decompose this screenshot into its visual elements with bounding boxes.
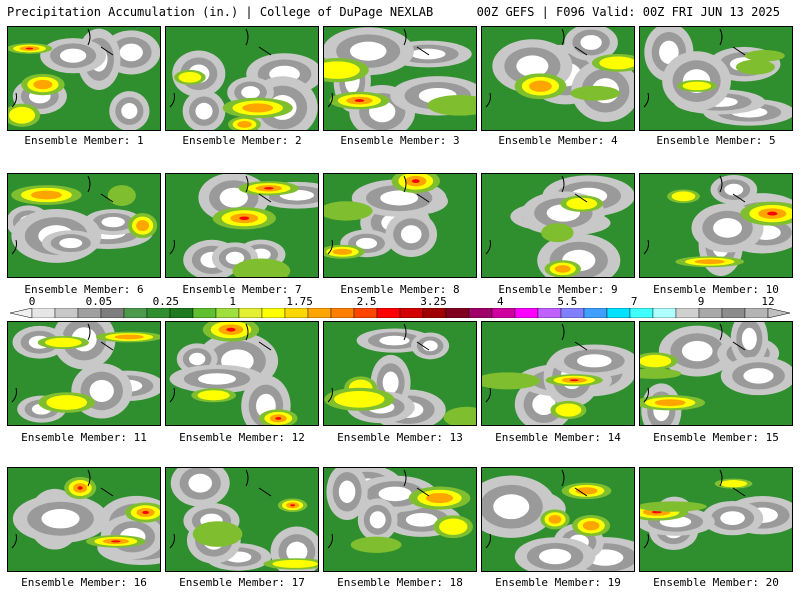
colorbar-tick-label: 9 xyxy=(697,295,705,308)
ensemble-member-label: Ensemble Member: 10 xyxy=(653,283,779,296)
colorbar: 0 0.05 0.25 1 1.75 2.5 3.25 4 5.5 7 9 12 xyxy=(10,296,790,320)
precip-field xyxy=(166,468,318,571)
ensemble-map-19 xyxy=(481,467,635,572)
colorbar-swatches xyxy=(10,308,790,318)
ensemble-map-12 xyxy=(165,321,319,426)
precip-field xyxy=(166,27,318,130)
ensemble-map-14 xyxy=(481,321,635,426)
colorbar-tick-label: 3.25 xyxy=(420,295,447,308)
precip-field xyxy=(482,27,634,130)
ensemble-member-label: Ensemble Member: 18 xyxy=(337,576,463,589)
ensemble-member-label: Ensemble Member: 2 xyxy=(182,134,302,147)
ensemble-member-label: Ensemble Member: 13 xyxy=(337,431,463,444)
ensemble-member-label: Ensemble Member: 6 xyxy=(24,283,144,296)
colorbar-tick-label: 0 xyxy=(28,295,36,308)
precip-field xyxy=(482,322,634,425)
ensemble-map-1 xyxy=(7,26,161,131)
colorbar-tick-label: 0.05 xyxy=(85,295,113,308)
precip-field xyxy=(8,322,160,425)
ensemble-map-3 xyxy=(323,26,477,131)
ensemble-member-label: Ensemble Member: 7 xyxy=(182,283,302,296)
ensemble-map-2 xyxy=(165,26,319,131)
ensemble-member-label: Ensemble Member: 16 xyxy=(21,576,147,589)
colorbar-tick-label: 0.25 xyxy=(152,295,180,308)
precip-field xyxy=(640,27,792,130)
colorbar-tick-label: 4 xyxy=(497,295,504,308)
ensemble-map-5 xyxy=(639,26,793,131)
colorbar-tick-label: 1.75 xyxy=(286,295,313,308)
colorbar-tick-label: 5.5 xyxy=(557,295,578,308)
precip-field xyxy=(8,27,160,130)
ensemble-member-label: Ensemble Member: 12 xyxy=(179,431,305,444)
ensemble-member-label: Ensemble Member: 4 xyxy=(498,134,618,147)
colorbar-tick-label: 2.5 xyxy=(356,295,377,308)
precip-field xyxy=(166,174,318,277)
ensemble-map-6 xyxy=(7,173,161,278)
precip-field xyxy=(324,174,476,277)
ensemble-member-label: Ensemble Member: 3 xyxy=(340,134,460,147)
ensemble-map-18 xyxy=(323,467,477,572)
precip-field xyxy=(324,322,476,425)
precip-field xyxy=(482,174,634,277)
ensemble-member-label: Ensemble Member: 19 xyxy=(495,576,621,589)
ensemble-map-15 xyxy=(639,321,793,426)
ensemble-member-label: Ensemble Member: 11 xyxy=(21,431,147,444)
ensemble-member-label: Ensemble Member: 1 xyxy=(24,134,144,147)
colorbar-tick-label: 7 xyxy=(630,295,638,308)
precip-field xyxy=(8,468,160,571)
ensemble-map-16 xyxy=(7,467,161,572)
ensemble-map-7 xyxy=(165,173,319,278)
ensemble-map-13 xyxy=(323,321,477,426)
precip-field xyxy=(482,468,634,571)
header-right-title: 00Z GEFS | F096 Valid: 00Z FRI JUN 13 20… xyxy=(476,5,780,19)
ensemble-map-9 xyxy=(481,173,635,278)
precip-field xyxy=(640,174,792,277)
colorbar-tick-label: 1 xyxy=(229,295,237,308)
ensemble-member-label: Ensemble Member: 9 xyxy=(498,283,618,296)
precip-field xyxy=(8,174,160,277)
ensemble-member-label: Ensemble Member: 14 xyxy=(495,431,621,444)
ensemble-member-label: Ensemble Member: 17 xyxy=(179,576,305,589)
ensemble-member-label: Ensemble Member: 20 xyxy=(653,576,779,589)
precip-field xyxy=(640,468,792,571)
precip-field xyxy=(324,27,476,130)
ensemble-map-11 xyxy=(7,321,161,426)
ensemble-map-8 xyxy=(323,173,477,278)
ensemble-map-4 xyxy=(481,26,635,131)
ensemble-map-10 xyxy=(639,173,793,278)
precip-field xyxy=(324,468,476,571)
ensemble-member-label: Ensemble Member: 15 xyxy=(653,431,779,444)
header-left-title: Precipitation Accumulation (in.) | Colle… xyxy=(7,5,434,19)
colorbar-tick-label: 12 xyxy=(761,295,775,308)
precip-field xyxy=(640,322,792,425)
ensemble-member-label: Ensemble Member: 5 xyxy=(656,134,776,147)
ensemble-member-label: Ensemble Member: 8 xyxy=(340,283,460,296)
ensemble-map-17 xyxy=(165,467,319,572)
ensemble-map-20 xyxy=(639,467,793,572)
precip-field xyxy=(166,322,318,425)
